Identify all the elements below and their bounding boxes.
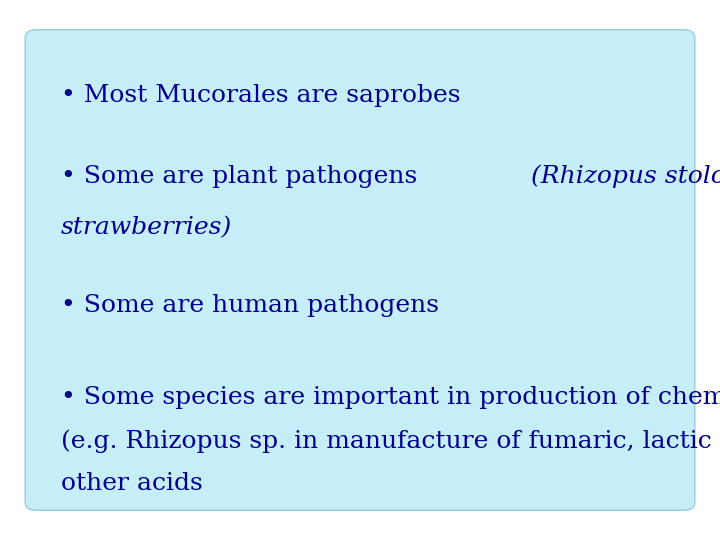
Text: (Rhizopus stolonifer - soft rot of: (Rhizopus stolonifer - soft rot of bbox=[531, 165, 720, 188]
Text: strawberries): strawberries) bbox=[61, 216, 233, 239]
FancyBboxPatch shape bbox=[25, 30, 695, 510]
Text: • Some are plant pathogens: • Some are plant pathogens bbox=[61, 165, 426, 188]
Text: • Most Mucorales are saprobes: • Most Mucorales are saprobes bbox=[61, 84, 461, 107]
Text: • Some are human pathogens: • Some are human pathogens bbox=[61, 294, 439, 318]
Text: • Some species are important in production of chemicals: • Some species are important in producti… bbox=[61, 386, 720, 409]
Text: other acids: other acids bbox=[61, 472, 203, 496]
Text: (e.g. Rhizopus sp. in manufacture of fumaric, lactic and: (e.g. Rhizopus sp. in manufacture of fum… bbox=[61, 429, 720, 453]
